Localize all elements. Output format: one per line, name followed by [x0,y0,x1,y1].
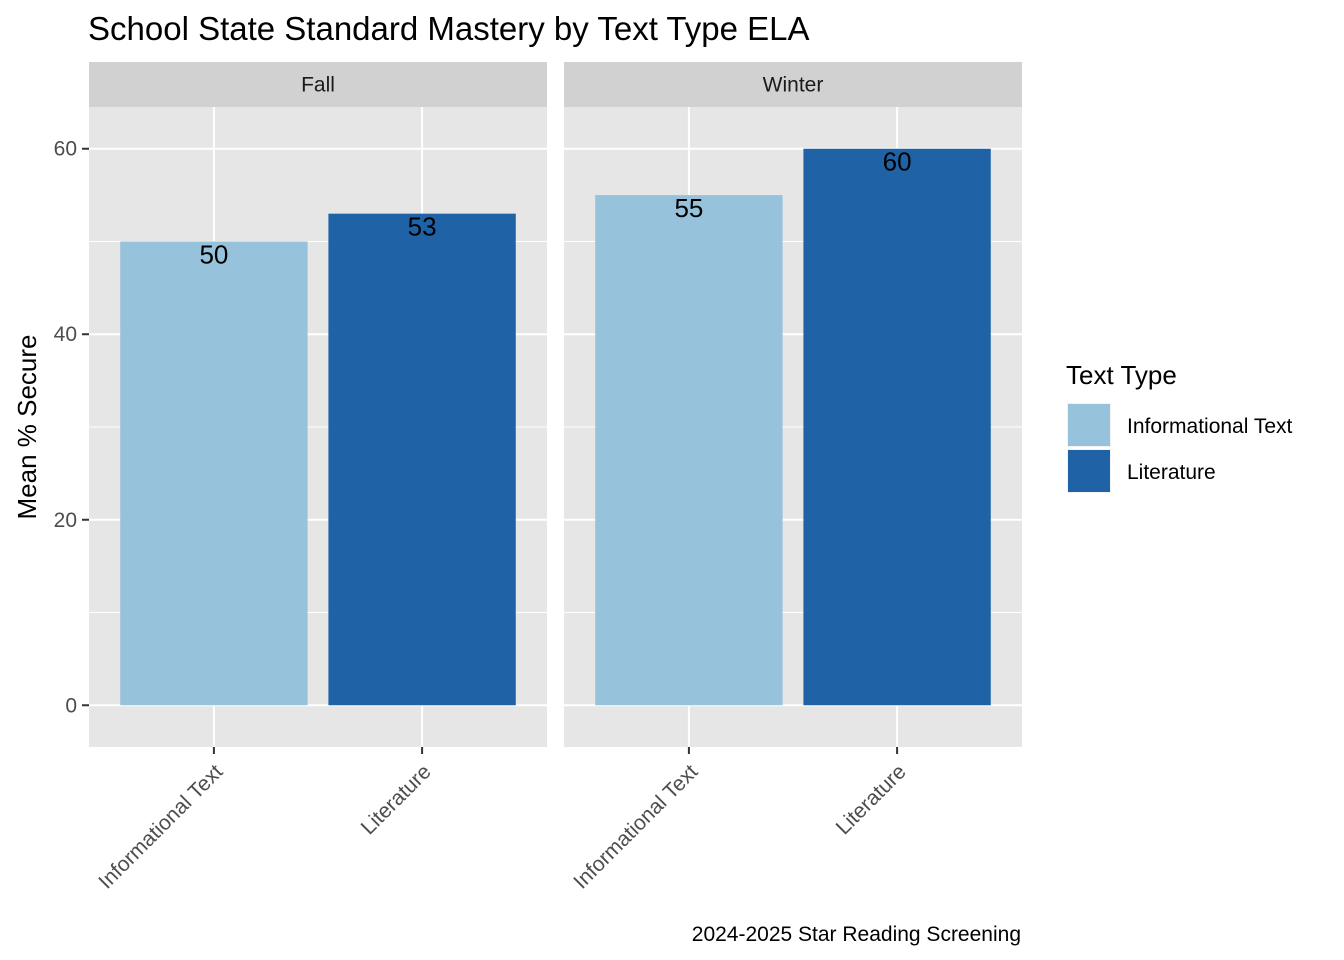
legend-title: Text Type [1066,360,1177,390]
bar-fall-informational-text [120,241,308,706]
bar-winter-informational-text [595,195,783,706]
y-tick-label: 40 [54,323,77,346]
x-tick-label: Literature [357,760,436,839]
bar-value-label: 53 [408,212,437,242]
legend-item: Literature [1067,449,1216,493]
facet-strip [564,62,1022,107]
facet-strip [89,62,547,107]
y-axis: 0 20 40 60 [54,138,89,717]
bar-winter-literature [803,148,991,706]
y-tick-label: 60 [54,138,77,161]
facet-panels: Fall 50 53 Winter 55 60 [89,62,1022,747]
bar-fall-literature [328,213,516,706]
chart-caption: 2024-2025 Star Reading Screening [692,923,1021,946]
legend: Text Type Informational Text Literature [1066,360,1293,493]
x-tick-label: Literature [832,760,911,839]
legend-item: Informational Text [1067,403,1293,447]
bar-value-label: 60 [883,147,912,177]
facet-strip-label: Winter [763,74,824,97]
legend-swatch [1068,404,1110,446]
x-axis: Informational Text Literature Informationa… [94,747,911,893]
y-tick-label: 20 [54,509,77,532]
y-axis-title: Mean % Secure [12,335,42,520]
facet-panel-fall: Fall 50 53 [89,62,547,747]
facet-strip-label: Fall [301,74,335,97]
bar-value-label: 50 [199,239,228,269]
legend-label: Informational Text [1127,415,1293,438]
legend-label: Literature [1127,461,1216,484]
facet-panel-winter: Winter 55 60 [564,62,1022,747]
legend-swatch [1068,450,1110,492]
x-tick-label: Informational Text [569,760,702,893]
bar-value-label: 55 [674,193,703,223]
y-tick-label: 0 [65,694,77,717]
chart-title: School State Standard Mastery by Text Ty… [88,10,810,47]
x-tick-label: Informational Text [94,760,227,893]
